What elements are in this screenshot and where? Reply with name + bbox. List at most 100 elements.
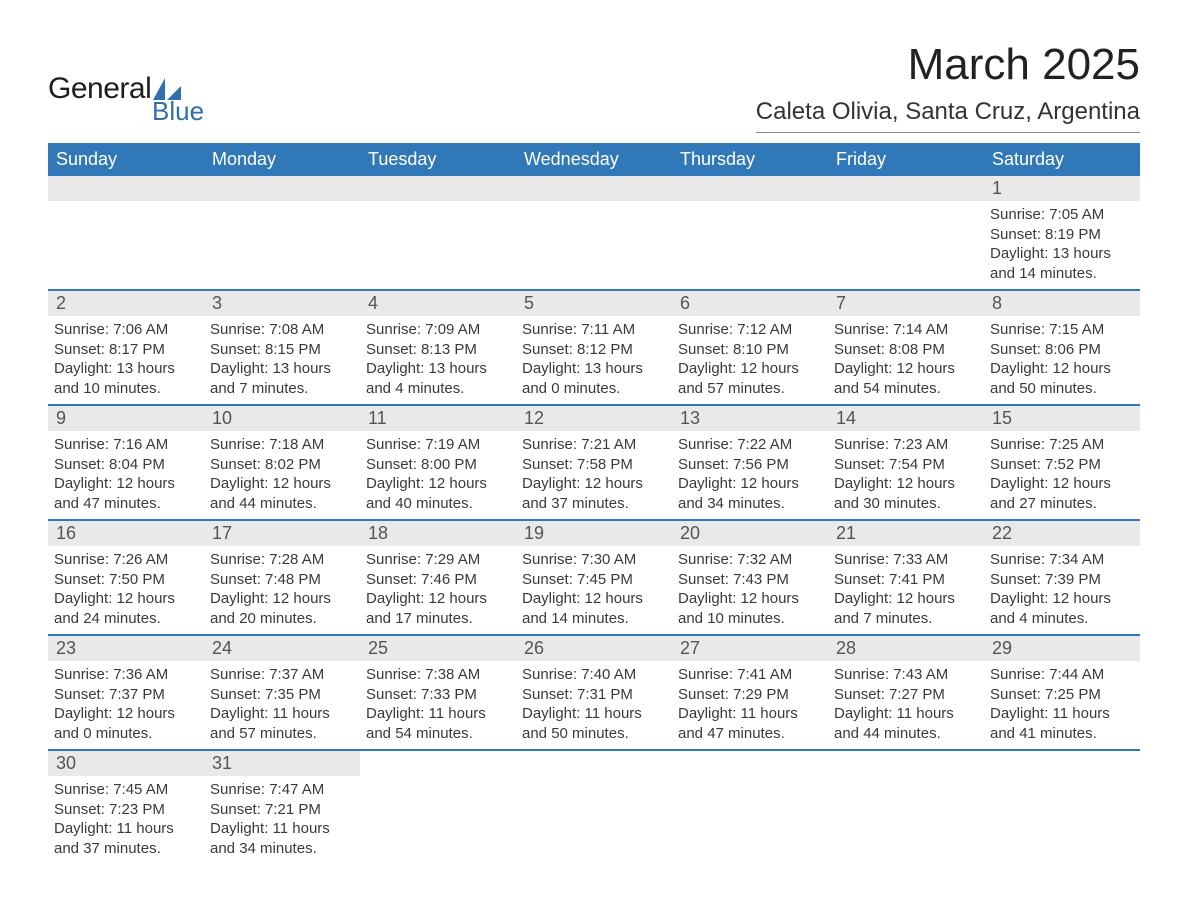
day-cell (828, 176, 984, 289)
day-number (204, 176, 360, 201)
day-line: Sunrise: 7:12 AM (678, 320, 822, 340)
day-body: Sunrise: 7:41 AMSunset: 7:29 PMDaylight:… (672, 661, 828, 749)
day-line: and 34 minutes. (210, 839, 354, 859)
calendar: Sunday Monday Tuesday Wednesday Thursday… (48, 143, 1140, 864)
week-row: 23Sunrise: 7:36 AMSunset: 7:37 PMDayligh… (48, 634, 1140, 749)
day-body (984, 776, 1140, 786)
day-line: Daylight: 12 hours (522, 589, 666, 609)
day-cell: 15Sunrise: 7:25 AMSunset: 7:52 PMDayligh… (984, 406, 1140, 519)
day-number: 19 (516, 521, 672, 546)
day-body: Sunrise: 7:19 AMSunset: 8:00 PMDaylight:… (360, 431, 516, 519)
day-cell: 13Sunrise: 7:22 AMSunset: 7:56 PMDayligh… (672, 406, 828, 519)
day-body (672, 201, 828, 211)
day-cell (360, 176, 516, 289)
day-cell: 9Sunrise: 7:16 AMSunset: 8:04 PMDaylight… (48, 406, 204, 519)
day-line: Daylight: 13 hours (54, 359, 198, 379)
day-line: and 14 minutes. (990, 264, 1134, 284)
day-line: Sunset: 8:08 PM (834, 340, 978, 360)
day-line: and 17 minutes. (366, 609, 510, 629)
day-line: and 30 minutes. (834, 494, 978, 514)
day-cell: 4Sunrise: 7:09 AMSunset: 8:13 PMDaylight… (360, 291, 516, 404)
day-number: 26 (516, 636, 672, 661)
day-cell: 23Sunrise: 7:36 AMSunset: 7:37 PMDayligh… (48, 636, 204, 749)
day-body: Sunrise: 7:45 AMSunset: 7:23 PMDaylight:… (48, 776, 204, 864)
day-number (672, 751, 828, 776)
day-cell: 25Sunrise: 7:38 AMSunset: 7:33 PMDayligh… (360, 636, 516, 749)
day-line: Sunrise: 7:32 AM (678, 550, 822, 570)
day-line: and 57 minutes. (678, 379, 822, 399)
day-body (516, 776, 672, 786)
day-body: Sunrise: 7:14 AMSunset: 8:08 PMDaylight:… (828, 316, 984, 404)
day-number: 15 (984, 406, 1140, 431)
day-number: 27 (672, 636, 828, 661)
day-line: Daylight: 11 hours (54, 819, 198, 839)
day-body (828, 201, 984, 211)
day-number: 11 (360, 406, 516, 431)
day-line: Sunset: 7:29 PM (678, 685, 822, 705)
day-line: Sunset: 8:02 PM (210, 455, 354, 475)
day-number: 13 (672, 406, 828, 431)
day-cell: 11Sunrise: 7:19 AMSunset: 8:00 PMDayligh… (360, 406, 516, 519)
day-number (828, 751, 984, 776)
day-line: Sunrise: 7:05 AM (990, 205, 1134, 225)
day-line: Daylight: 12 hours (990, 359, 1134, 379)
day-cell: 31Sunrise: 7:47 AMSunset: 7:21 PMDayligh… (204, 751, 360, 864)
day-body: Sunrise: 7:09 AMSunset: 8:13 PMDaylight:… (360, 316, 516, 404)
day-number: 8 (984, 291, 1140, 316)
day-body: Sunrise: 7:34 AMSunset: 7:39 PMDaylight:… (984, 546, 1140, 634)
day-body: Sunrise: 7:05 AMSunset: 8:19 PMDaylight:… (984, 201, 1140, 289)
day-line: Sunset: 8:00 PM (366, 455, 510, 475)
day-body (672, 776, 828, 786)
day-line: Sunset: 8:13 PM (366, 340, 510, 360)
day-line: Sunset: 7:35 PM (210, 685, 354, 705)
day-body: Sunrise: 7:22 AMSunset: 7:56 PMDaylight:… (672, 431, 828, 519)
day-line: Sunrise: 7:28 AM (210, 550, 354, 570)
day-number: 22 (984, 521, 1140, 546)
weekday-header: Thursday (672, 143, 828, 176)
day-cell (204, 176, 360, 289)
day-line: Daylight: 11 hours (522, 704, 666, 724)
day-cell: 30Sunrise: 7:45 AMSunset: 7:23 PMDayligh… (48, 751, 204, 864)
weekday-header-row: Sunday Monday Tuesday Wednesday Thursday… (48, 143, 1140, 176)
day-cell: 19Sunrise: 7:30 AMSunset: 7:45 PMDayligh… (516, 521, 672, 634)
day-line: Daylight: 12 hours (54, 704, 198, 724)
weekday-header: Wednesday (516, 143, 672, 176)
day-line: Sunrise: 7:08 AM (210, 320, 354, 340)
day-number: 12 (516, 406, 672, 431)
day-line: and 20 minutes. (210, 609, 354, 629)
weekday-header: Friday (828, 143, 984, 176)
day-line: Sunrise: 7:26 AM (54, 550, 198, 570)
day-body (360, 201, 516, 211)
day-number (984, 751, 1140, 776)
day-cell: 24Sunrise: 7:37 AMSunset: 7:35 PMDayligh… (204, 636, 360, 749)
day-number: 10 (204, 406, 360, 431)
day-line: and 37 minutes. (522, 494, 666, 514)
day-number: 28 (828, 636, 984, 661)
day-number (516, 176, 672, 201)
day-line: Sunset: 7:31 PM (522, 685, 666, 705)
day-line: and 4 minutes. (990, 609, 1134, 629)
day-line: and 54 minutes. (366, 724, 510, 744)
day-cell (828, 751, 984, 864)
day-cell (516, 751, 672, 864)
day-line: Daylight: 12 hours (834, 474, 978, 494)
week-row: 16Sunrise: 7:26 AMSunset: 7:50 PMDayligh… (48, 519, 1140, 634)
day-number: 5 (516, 291, 672, 316)
day-body: Sunrise: 7:23 AMSunset: 7:54 PMDaylight:… (828, 431, 984, 519)
week-row: 9Sunrise: 7:16 AMSunset: 8:04 PMDaylight… (48, 404, 1140, 519)
day-cell: 17Sunrise: 7:28 AMSunset: 7:48 PMDayligh… (204, 521, 360, 634)
day-line: Sunrise: 7:34 AM (990, 550, 1134, 570)
day-line: Sunset: 7:56 PM (678, 455, 822, 475)
day-line: Sunset: 7:45 PM (522, 570, 666, 590)
location-subtitle: Caleta Olivia, Santa Cruz, Argentina (756, 98, 1140, 133)
day-number: 23 (48, 636, 204, 661)
day-line: Sunset: 7:50 PM (54, 570, 198, 590)
weekday-header: Saturday (984, 143, 1140, 176)
day-cell: 27Sunrise: 7:41 AMSunset: 7:29 PMDayligh… (672, 636, 828, 749)
day-line: Sunrise: 7:18 AM (210, 435, 354, 455)
day-body: Sunrise: 7:43 AMSunset: 7:27 PMDaylight:… (828, 661, 984, 749)
day-body: Sunrise: 7:30 AMSunset: 7:45 PMDaylight:… (516, 546, 672, 634)
day-line: Daylight: 12 hours (366, 474, 510, 494)
day-line: Sunset: 8:17 PM (54, 340, 198, 360)
day-line: and 41 minutes. (990, 724, 1134, 744)
